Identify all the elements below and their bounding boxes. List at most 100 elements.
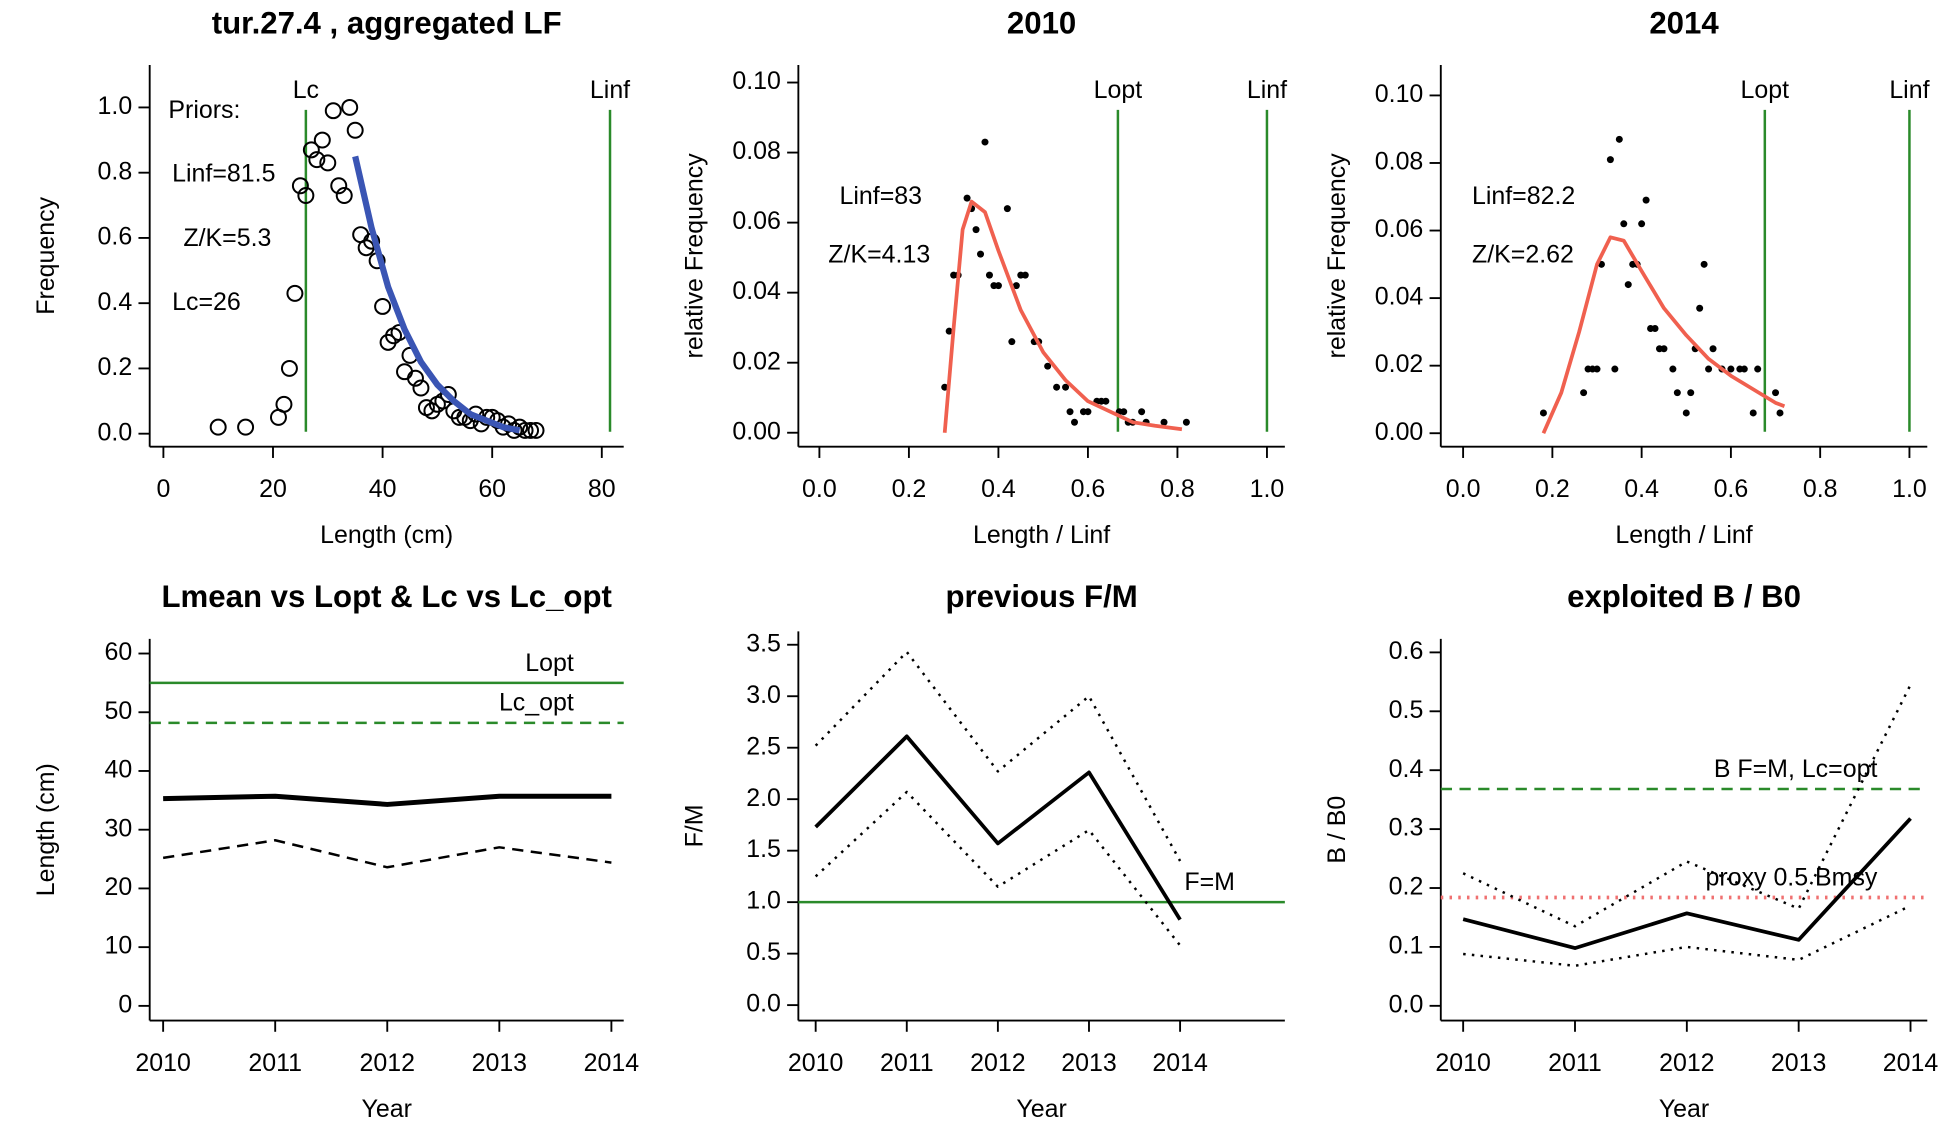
data-point <box>1008 338 1016 346</box>
x-tick-label: 0.2 <box>1535 475 1570 503</box>
data-point <box>308 151 326 169</box>
reference-label: Lopt <box>1741 76 1790 104</box>
data-point <box>1740 365 1748 373</box>
y-tick-label: 0.4 <box>1389 755 1424 783</box>
y-tick-label: 0.0 <box>1389 990 1424 1018</box>
data-point <box>1593 365 1601 373</box>
data-point <box>1003 205 1011 213</box>
data-point <box>1700 260 1708 268</box>
data-point <box>302 141 320 159</box>
reference-label: Linf <box>1889 76 1929 104</box>
reference-label: Lopt <box>1094 76 1143 104</box>
data-point <box>1696 304 1704 312</box>
annotation: Z/K=5.3 <box>183 224 271 252</box>
x-tick-label: 60 <box>478 475 506 503</box>
annotation: Priors: <box>168 96 240 124</box>
y-tick-label: 0.06 <box>1375 215 1424 243</box>
x-axis-label: Year <box>362 1095 412 1123</box>
data-point <box>1624 281 1632 289</box>
x-tick-label: 0.6 <box>1714 475 1749 503</box>
data-line <box>1462 817 1912 950</box>
data-point <box>1160 418 1168 426</box>
data-point <box>335 187 353 205</box>
data-point <box>1012 282 1020 290</box>
x-tick-label: 0.8 <box>1803 475 1838 503</box>
x-tick-label: 0.8 <box>1160 475 1195 503</box>
x-tick-label: 40 <box>369 475 397 503</box>
y-axis-label: Length (cm) <box>32 763 60 896</box>
x-tick-label: 0.6 <box>1071 475 1106 503</box>
x-axis-label: Length (cm) <box>320 521 453 549</box>
y-axis-label: F/M <box>681 804 709 847</box>
y-tick-label: 0.0 <box>98 418 133 446</box>
data-point <box>977 250 985 258</box>
y-tick-label: 10 <box>104 932 132 960</box>
x-tick-label: 0 <box>156 475 170 503</box>
data-point <box>1580 389 1588 397</box>
data-line <box>814 650 1182 862</box>
x-tick-label: 2010 <box>135 1049 190 1077</box>
y-tick-label: 3.0 <box>746 681 781 709</box>
y-tick-label: 40 <box>104 756 132 784</box>
x-tick-label: 2014 <box>584 1049 640 1077</box>
data-point <box>1776 409 1784 417</box>
data-point <box>522 421 540 439</box>
data-point <box>450 408 468 426</box>
y-tick-label: 0.8 <box>98 157 133 185</box>
x-axis-label: Year <box>1659 1095 1709 1123</box>
y-tick-label: 0.02 <box>732 347 781 375</box>
x-tick-label: 2013 <box>1771 1049 1826 1077</box>
reference-label: Lc_opt <box>499 689 574 717</box>
data-point <box>985 271 993 279</box>
reference-label: proxy 0.5 Bmsy <box>1706 863 1878 891</box>
y-tick-label: 0.1 <box>1389 932 1424 960</box>
data-line <box>162 839 612 869</box>
y-tick-label: 0.04 <box>1375 283 1424 311</box>
y-axis-label: relative Frequency <box>1323 153 1351 359</box>
y-axis-label: Frequency <box>32 196 60 314</box>
data-point <box>1611 365 1619 373</box>
x-tick-label: 2012 <box>970 1049 1025 1077</box>
chart-title: tur.27.4 , aggregated LF <box>212 5 562 40</box>
data-line <box>163 793 612 807</box>
data-point <box>275 395 293 413</box>
data-point <box>439 386 457 404</box>
data-point <box>1772 389 1780 397</box>
data-point <box>1642 196 1650 204</box>
data-line <box>814 790 1182 947</box>
x-tick-label: 2014 <box>1152 1049 1208 1077</box>
x-tick-label: 1.0 <box>1250 475 1285 503</box>
y-tick-label: 60 <box>104 638 132 666</box>
data-point <box>1660 345 1668 353</box>
x-axis-label: Length / Linf <box>973 521 1110 549</box>
y-tick-label: 0.08 <box>732 137 781 165</box>
y-tick-label: 0.5 <box>746 938 781 966</box>
x-tick-label: 0.0 <box>1446 475 1481 503</box>
data-point <box>1620 220 1628 228</box>
y-tick-label: 0.2 <box>98 353 133 381</box>
data-point <box>994 282 1002 290</box>
y-tick-label: 0.5 <box>1389 696 1424 724</box>
y-tick-label: 50 <box>104 697 132 725</box>
data-point <box>1682 409 1690 417</box>
y-tick-label: 1.0 <box>746 887 781 915</box>
x-tick-label: 2011 <box>1548 1049 1602 1077</box>
x-tick-label: 0.4 <box>1624 475 1659 503</box>
x-tick-label: 80 <box>588 475 616 503</box>
data-line <box>352 155 521 434</box>
y-tick-label: 2.0 <box>746 784 781 812</box>
annotation: Linf=83 <box>840 182 923 210</box>
x-tick-label: 2013 <box>1061 1049 1116 1077</box>
y-tick-label: 0.10 <box>1375 80 1424 108</box>
x-tick-label: 2010 <box>1435 1049 1490 1077</box>
x-tick-label: 2011 <box>248 1049 302 1077</box>
y-tick-label: 0.4 <box>98 288 133 316</box>
y-tick-label: 0.0 <box>746 990 781 1018</box>
reference-label: Linf <box>590 76 630 104</box>
data-point <box>1705 365 1713 373</box>
data-point <box>1053 383 1061 391</box>
data-point <box>1138 408 1146 416</box>
x-tick-label: 2010 <box>788 1049 843 1077</box>
data-point <box>1638 220 1646 228</box>
